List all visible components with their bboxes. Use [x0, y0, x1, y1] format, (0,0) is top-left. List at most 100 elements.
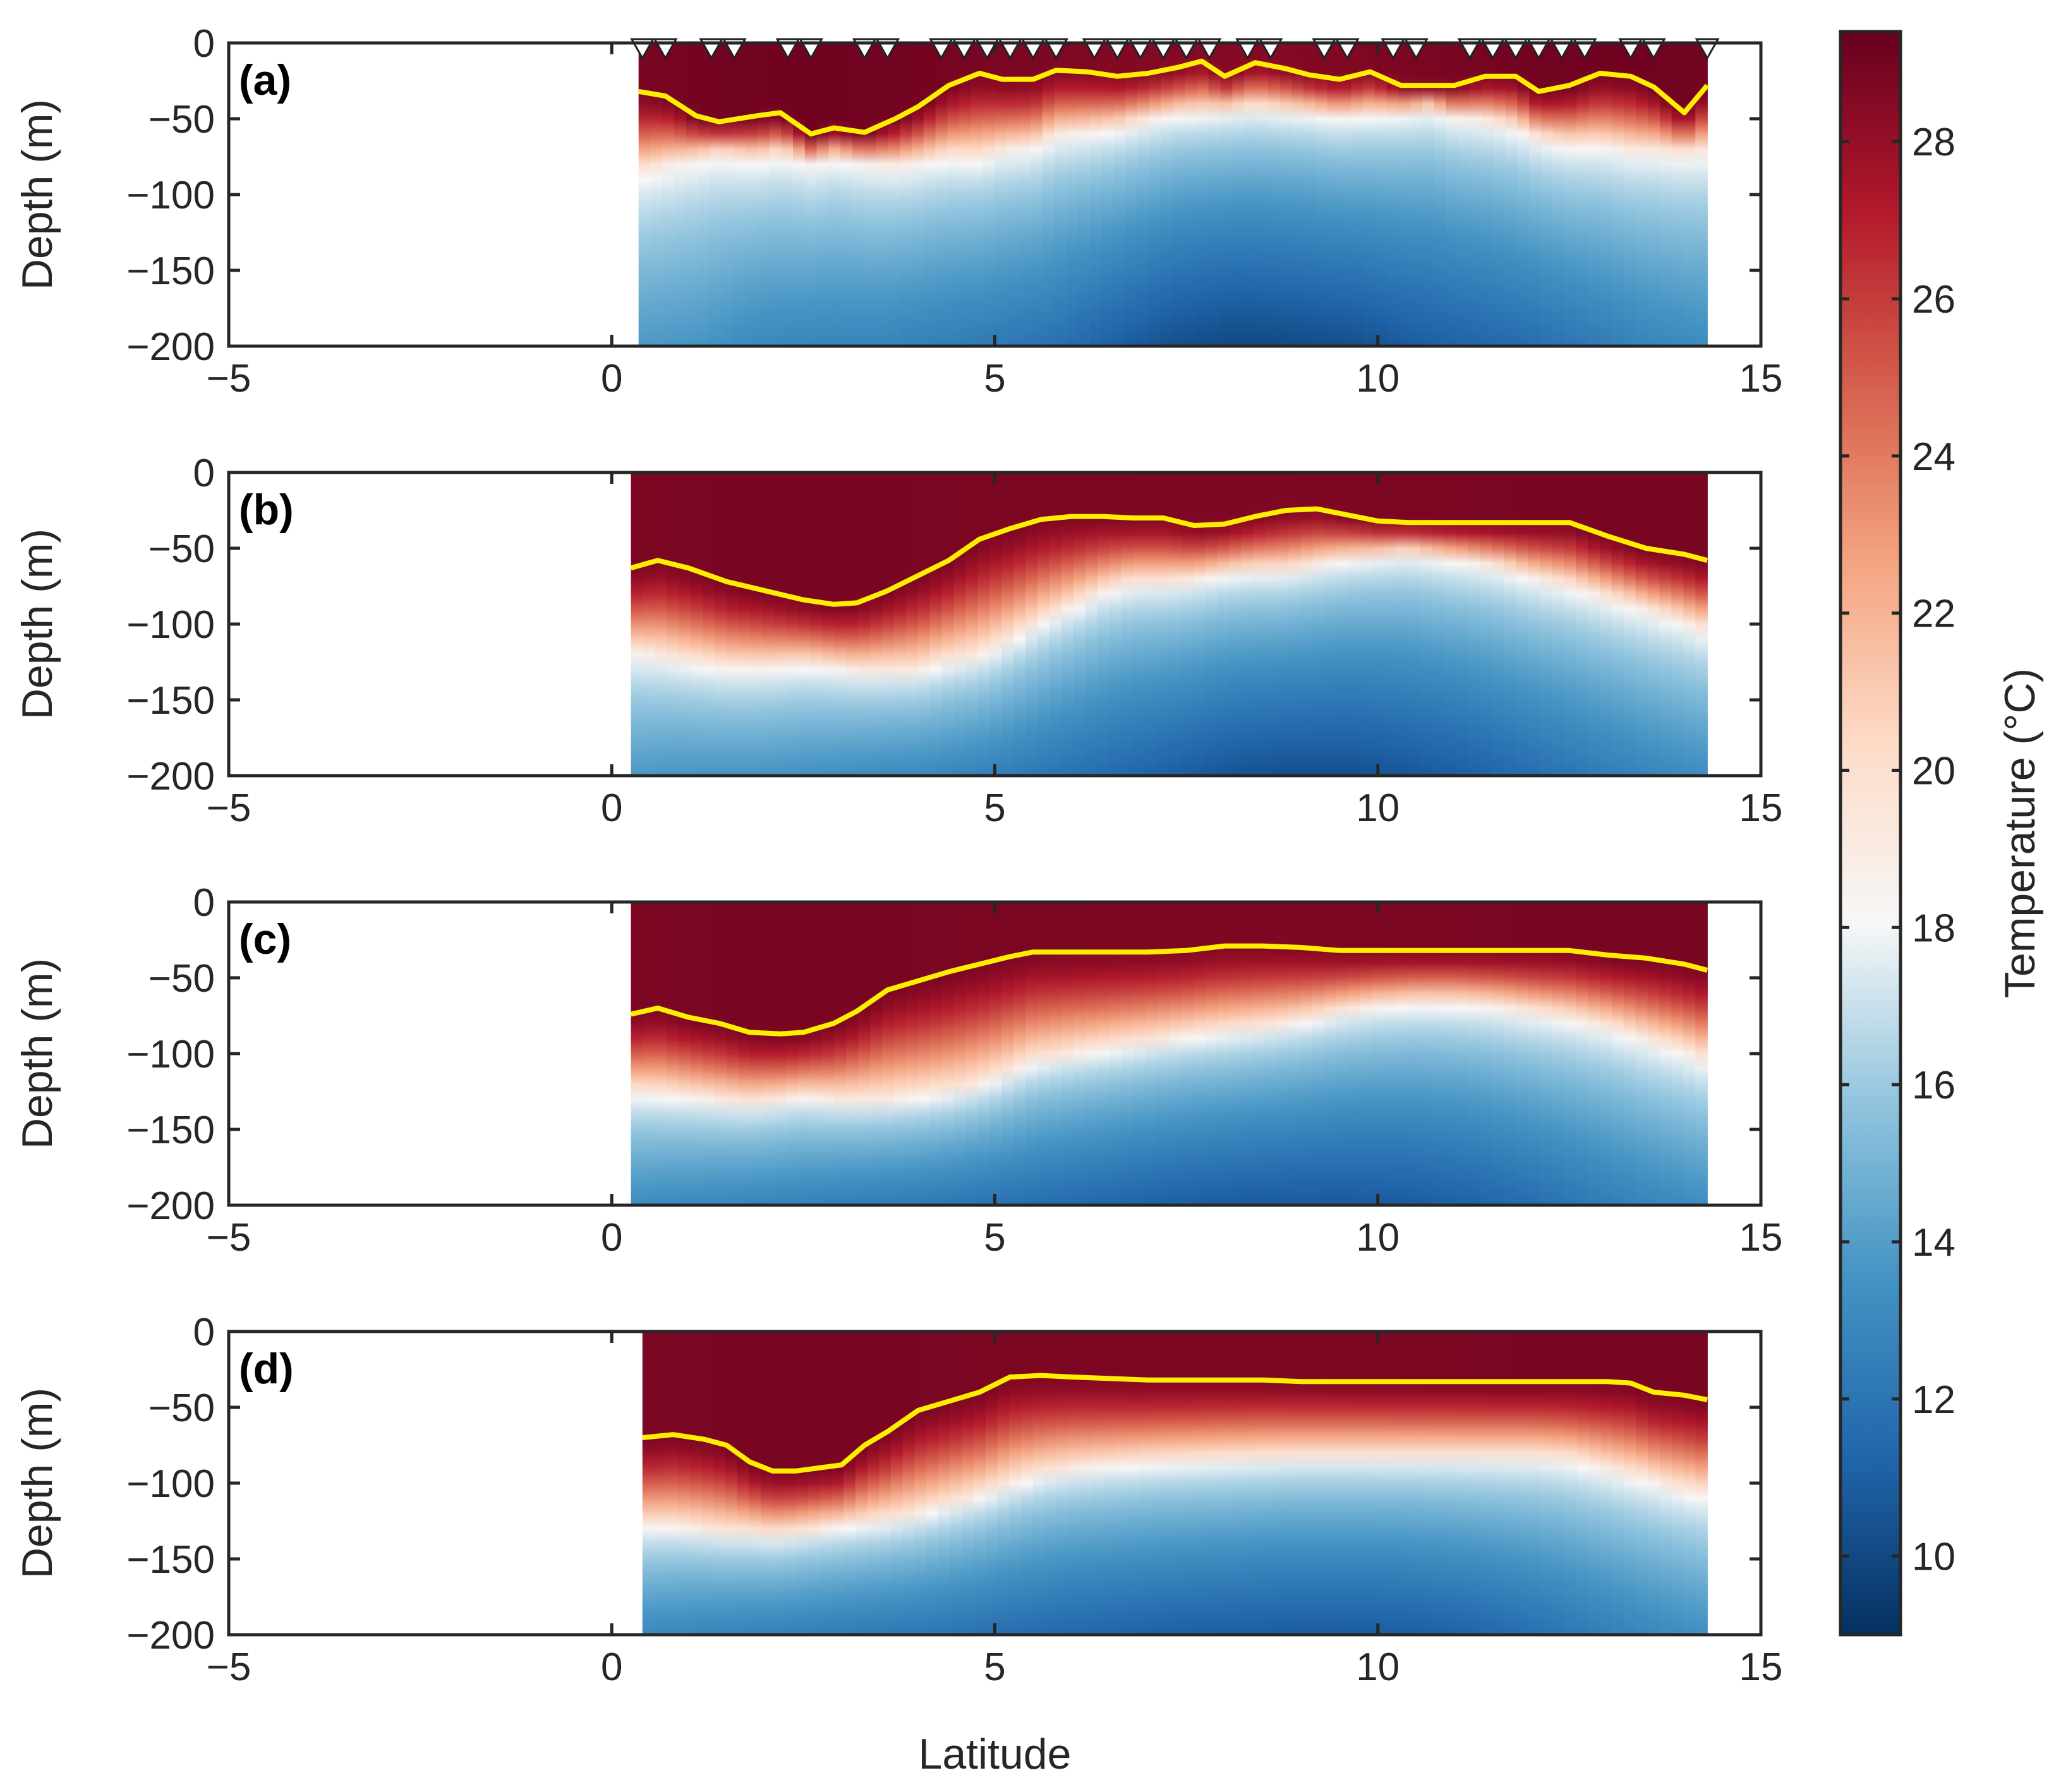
- heatmap-column: [1185, 43, 1197, 346]
- heatmap-column: [1269, 1332, 1282, 1635]
- heatmap-column: [1411, 1332, 1424, 1635]
- heatmap-column: [1009, 1332, 1022, 1635]
- heatmap-column: [1317, 1332, 1329, 1635]
- heatmap-column: [781, 43, 794, 346]
- heatmap-column: [852, 43, 865, 346]
- heatmap-column: [1456, 472, 1469, 776]
- heatmap-column: [1181, 902, 1194, 1205]
- heatmap-column: [1288, 472, 1302, 776]
- heatmap-column: [1032, 1332, 1046, 1635]
- heatmap-column: [1399, 1332, 1412, 1635]
- heatmap-column: [970, 43, 984, 346]
- heatmap-column: [819, 1332, 833, 1635]
- heatmap-column: [1217, 902, 1230, 1205]
- heatmap-column: [1516, 902, 1528, 1205]
- colorbar-ticks: 10 12 14 16 18 20 22 24 26 28: [1840, 121, 1955, 1579]
- heatmap-column: [882, 472, 895, 776]
- heatmap-column: [985, 1332, 998, 1635]
- heatmap-column: [1300, 902, 1314, 1205]
- heatmap-column: [1267, 43, 1281, 346]
- heatmap-column: [1599, 472, 1612, 776]
- heatmap-column: [1587, 902, 1600, 1205]
- heatmap-column: [1222, 1332, 1235, 1635]
- heatmap-column: [1542, 1332, 1554, 1635]
- heatmap-column: [1013, 472, 1026, 776]
- heatmap-column: [1588, 43, 1601, 346]
- heatmap-column: [1647, 902, 1660, 1205]
- x-tick-label: 10: [1356, 357, 1399, 400]
- heatmap-column: [1363, 43, 1375, 346]
- temperature-heatmap: [631, 472, 1708, 776]
- heatmap-column: [1518, 1332, 1530, 1635]
- heatmap-column: [1372, 472, 1385, 776]
- heatmap-column: [914, 1332, 927, 1635]
- heatmap-column: [631, 902, 644, 1205]
- heatmap-column: [917, 902, 931, 1205]
- heatmap-column: [1435, 1332, 1448, 1635]
- heatmap-column: [1588, 1332, 1602, 1635]
- y-tick-label: −100: [126, 1462, 215, 1506]
- heatmap-column: [679, 472, 691, 776]
- heatmap-column: [1030, 43, 1043, 346]
- y-tick-label: −200: [126, 1184, 215, 1228]
- heatmap-column: [1127, 1332, 1140, 1635]
- heatmap-column: [867, 1332, 880, 1635]
- heatmap-column: [1611, 902, 1624, 1205]
- heatmap-column: [1505, 43, 1518, 346]
- heatmap-column: [1374, 43, 1387, 346]
- heatmap-column: [1577, 1332, 1590, 1635]
- heatmap-column: [762, 902, 775, 1205]
- colorbar-tick-label: 10: [1912, 1536, 1955, 1579]
- heatmap-column: [917, 472, 931, 776]
- heatmap-column: [774, 902, 787, 1205]
- heatmap-column: [1659, 472, 1672, 776]
- heatmap-column: [1340, 1332, 1353, 1635]
- heatmap-column: [959, 43, 972, 346]
- heatmap-column: [1066, 43, 1079, 346]
- heatmap-column: [1193, 472, 1206, 776]
- panel-label: (c): [239, 915, 291, 963]
- heatmap-column: [1137, 43, 1150, 346]
- heatmap-column: [1611, 472, 1624, 776]
- heatmap-column: [810, 902, 823, 1205]
- heatmap-column: [1006, 43, 1019, 346]
- heatmap-column: [1257, 1332, 1270, 1635]
- heatmap-column: [1281, 1332, 1294, 1635]
- x-tick-label: 15: [1739, 357, 1783, 400]
- heatmap-column: [1097, 472, 1110, 776]
- heatmap-column: [1408, 902, 1421, 1205]
- heatmap-column: [691, 472, 703, 776]
- heatmap-column: [1482, 1332, 1495, 1635]
- heatmap-column: [1396, 472, 1409, 776]
- x-tick-label: 15: [1739, 786, 1783, 830]
- heatmap-column: [1121, 472, 1134, 776]
- heatmap-column: [1517, 43, 1530, 346]
- heatmap-column: [1169, 902, 1182, 1205]
- heatmap-column: [1061, 902, 1074, 1205]
- heatmap-column: [1085, 902, 1098, 1205]
- heatmap-column: [1420, 472, 1433, 776]
- x-tick-label: 15: [1739, 1645, 1783, 1689]
- heatmap-column: [828, 43, 841, 346]
- heatmap-column: [738, 902, 751, 1205]
- heatmap-column: [1446, 43, 1459, 346]
- colorbar-tick-label: 16: [1912, 1064, 1955, 1107]
- heatmap-column: [1042, 43, 1055, 346]
- heatmap-column: [727, 902, 739, 1205]
- panel-a: −5 0 5 10 150−50−100−150−200 (a) Depth (m): [13, 22, 1782, 400]
- heatmap-column: [1025, 472, 1038, 776]
- heatmap-column: [1125, 43, 1138, 346]
- heatmap-column: [834, 472, 847, 776]
- heatmap-column: [745, 43, 758, 346]
- heatmap-column: [1303, 43, 1316, 346]
- heatmap-column: [643, 902, 656, 1205]
- axis-ticks: −5 0 5 10 150−50−100−150−200: [126, 1311, 1782, 1689]
- heatmap-column: [843, 1332, 856, 1635]
- heatmap-column: [1175, 1332, 1187, 1635]
- heatmap-column: [1506, 1332, 1519, 1635]
- y-tick-label: −50: [148, 1386, 215, 1430]
- heatmap-column: [822, 902, 835, 1205]
- heatmap-column: [1552, 43, 1566, 346]
- heatmap-column: [1234, 1332, 1247, 1635]
